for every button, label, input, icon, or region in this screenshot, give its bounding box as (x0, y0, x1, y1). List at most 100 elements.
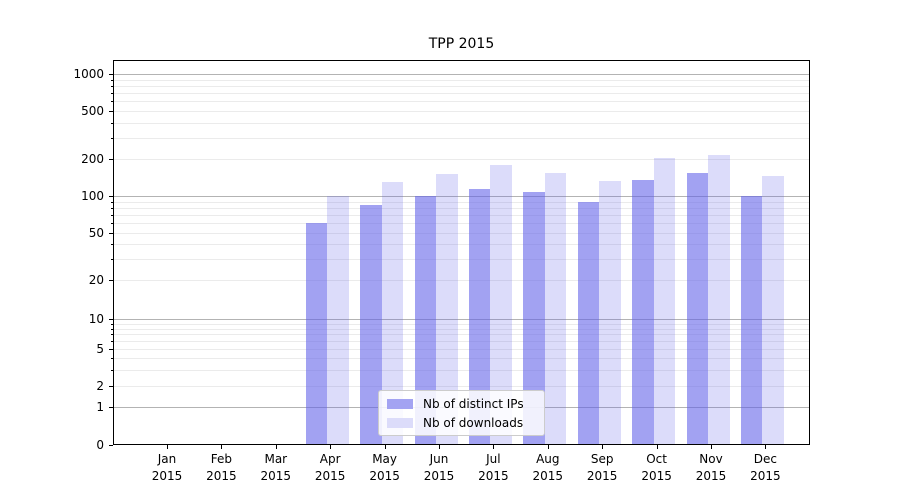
gridline-minor (114, 323, 809, 325)
x-tick-label: Jan 2015 (151, 452, 183, 483)
gridline-minor (114, 244, 809, 246)
y-tick (109, 196, 113, 197)
gridline-minor (114, 201, 809, 203)
bar-distinct-ips-apr (305, 223, 328, 444)
y-minor-tick (110, 259, 113, 261)
y-tick-label: 1 (96, 400, 104, 414)
y-minor-tick (110, 201, 113, 203)
gridline-minor (114, 101, 809, 103)
gridline-minor (114, 79, 809, 81)
gridline-minor (114, 369, 809, 371)
x-tick (221, 445, 223, 449)
y-minor-tick (110, 93, 113, 94)
gridline-minor (114, 386, 809, 387)
x-tick-label: Dec 2015 (750, 452, 781, 483)
y-tick-label: 500 (81, 104, 104, 118)
gridline-minor (114, 159, 809, 160)
y-tick (109, 280, 113, 281)
bar-downloads-jun (436, 174, 458, 444)
bar-downloads-aug (544, 172, 567, 444)
y-minor-tick (110, 358, 113, 359)
y-tick-label: 1000 (73, 67, 104, 81)
y-tick-label: 200 (81, 152, 104, 166)
bar-distinct-ips-nov (686, 172, 708, 444)
x-tick (275, 445, 277, 449)
y-minor-tick (110, 122, 113, 124)
x-tick-label: Apr 2015 (314, 452, 346, 483)
x-tick-label: Jun 2015 (423, 452, 455, 483)
bar-downloads-oct (653, 157, 676, 444)
y-tick (109, 407, 113, 408)
y-minor-tick (110, 85, 113, 87)
x-tick (384, 445, 386, 449)
x-tick (711, 445, 712, 449)
x-tick-label: Mar 2015 (260, 452, 292, 483)
gridline-minor (114, 259, 809, 261)
gridline-major (114, 319, 809, 320)
y-tick (109, 319, 113, 320)
bar-downloads-may (381, 182, 404, 444)
y-tick-label: 5 (96, 342, 104, 356)
y-tick-label: 0 (96, 438, 104, 452)
y-minor-tick (110, 137, 113, 139)
gridline-minor (114, 207, 809, 209)
bar-downloads-jul (490, 164, 512, 444)
x-tick-label: Feb 2015 (206, 452, 237, 483)
x-tick (493, 445, 495, 449)
x-tick-label: May 2015 (369, 452, 400, 483)
y-tick (109, 111, 113, 112)
y-tick-label: 2 (96, 379, 104, 393)
bar-downloads-dec (762, 176, 784, 444)
x-tick-label: Oct 2015 (641, 452, 672, 483)
y-tick (109, 74, 113, 75)
gridline-minor (114, 137, 809, 139)
y-tick (109, 159, 113, 160)
gridline-minor (114, 280, 809, 281)
legend-item-distinct-ips: Nb of distinct IPs (387, 397, 536, 411)
x-tick (330, 445, 332, 449)
gridline-minor (114, 341, 809, 343)
legend-item-downloads: Nb of downloads (387, 416, 536, 430)
gridline-minor (114, 334, 809, 336)
y-tick-label: 20 (88, 273, 104, 287)
x-tick (547, 445, 549, 449)
bar-distinct-ips-jul (468, 188, 491, 444)
bar-distinct-ips-sep (577, 201, 600, 444)
gridline-major (114, 74, 809, 75)
y-minor-tick (110, 369, 113, 371)
y-minor-tick (110, 334, 113, 336)
legend: Nb of distinct IPs Nb of downloads (378, 390, 545, 436)
bar-downloads-apr (327, 196, 349, 444)
gridline-minor (114, 122, 809, 124)
gridline-minor (114, 358, 809, 359)
chart-title: TPP 2015 (428, 36, 495, 52)
x-tick (765, 445, 767, 449)
y-minor-tick (110, 223, 113, 225)
y-tick-label: 100 (81, 189, 104, 203)
y-tick-label: 50 (88, 226, 104, 240)
y-minor-tick (110, 215, 113, 216)
y-tick (109, 445, 113, 446)
y-minor-tick (110, 341, 113, 343)
y-minor-tick (110, 244, 113, 246)
x-tick (656, 445, 658, 449)
legend-label-downloads: Nb of downloads (423, 415, 524, 430)
gridline-minor (114, 93, 809, 94)
bar-distinct-ips-aug (523, 191, 545, 444)
x-tick-label: Nov 2015 (695, 452, 727, 483)
x-tick-label: Sep 2015 (586, 452, 618, 483)
y-tick-label: 10 (88, 312, 104, 326)
gridline-minor (114, 85, 809, 87)
gridline-minor (114, 233, 809, 234)
bar-distinct-ips-jun (414, 196, 436, 444)
y-minor-tick (110, 207, 113, 209)
bar-distinct-ips-oct (632, 180, 654, 444)
y-minor-tick (110, 323, 113, 325)
x-tick (439, 445, 440, 449)
y-tick (109, 386, 113, 387)
gridline-minor (114, 111, 809, 112)
bar-distinct-ips-may (360, 204, 382, 444)
legend-swatch-downloads (387, 417, 413, 428)
x-tick-label: Jul 2015 (478, 452, 509, 483)
